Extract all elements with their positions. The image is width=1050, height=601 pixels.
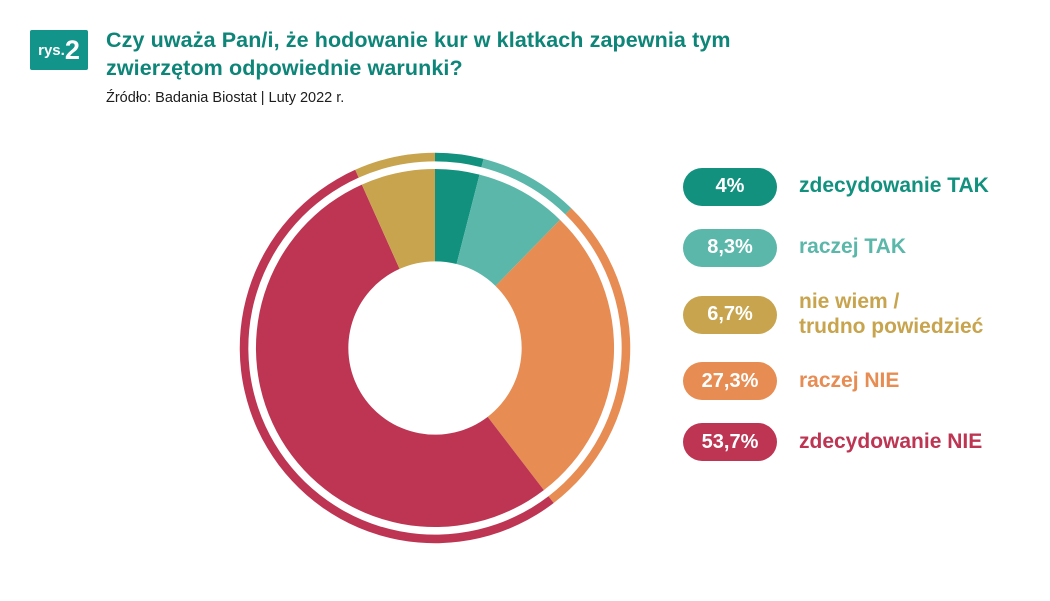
- legend-label: zdecydowanie TAK: [799, 174, 989, 198]
- legend-percentage-badge: 27,3%: [683, 362, 777, 401]
- legend-item-3: 27,3% raczej NIE: [683, 362, 989, 401]
- figure-number: 2: [64, 34, 80, 65]
- legend-percentage-badge: 8,3%: [683, 228, 777, 267]
- legend-label: raczej TAK: [799, 235, 906, 259]
- donut-segment-2: [361, 168, 435, 269]
- donut-chart: [235, 148, 635, 548]
- figure-badge: rys. 2: [30, 30, 88, 70]
- donut-segment-1: [456, 174, 561, 286]
- header-text: Czy uważa Pan/i, że hodowanie kur w klat…: [106, 26, 841, 106]
- donut-outer-ring-segment-0: [435, 152, 484, 167]
- header: rys. 2 Czy uważa Pan/i, że hodowanie kur …: [0, 0, 1050, 106]
- legend-label: nie wiem / trudno powiedzieć: [799, 289, 984, 338]
- chart-source: Źródło: Badania Biostat | Luty 2022 r.: [106, 89, 345, 106]
- donut-outer-ring-segment-2: [355, 152, 435, 178]
- legend: 4% zdecydowanie TAK 8,3% raczej TAK 6,7% nie …: [683, 167, 989, 462]
- legend-item-4: 53,7% zdecydowanie NIE: [683, 423, 989, 462]
- donut-svg: [239, 152, 631, 543]
- legend-item-1: 8,3% raczej TAK: [683, 228, 989, 267]
- figure-label: rys.: [38, 41, 65, 59]
- legend-percentage-badge: 6,7%: [683, 295, 777, 334]
- chart-area: 4% zdecydowanie TAK 8,3% raczej TAK 6,7% nie …: [0, 148, 1050, 548]
- donut-outer-ring-segment-3: [548, 207, 631, 503]
- donut-segment-4: [255, 184, 544, 527]
- legend-label: zdecydowanie NIE: [799, 429, 983, 453]
- legend-percentage-badge: 53,7%: [683, 423, 777, 462]
- donut-segment-0: [435, 168, 480, 264]
- legend-percentage-badge: 4%: [683, 167, 777, 206]
- legend-item-0: 4% zdecydowanie TAK: [683, 167, 989, 206]
- legend-item-2: 6,7% nie wiem / trudno powiedzieć: [683, 290, 989, 340]
- donut-segment-3: [487, 219, 615, 490]
- donut-outer-ring-segment-1: [481, 158, 572, 215]
- legend-label: raczej NIE: [799, 368, 900, 392]
- chart-title: Czy uważa Pan/i, że hodowanie kur w klat…: [106, 28, 731, 81]
